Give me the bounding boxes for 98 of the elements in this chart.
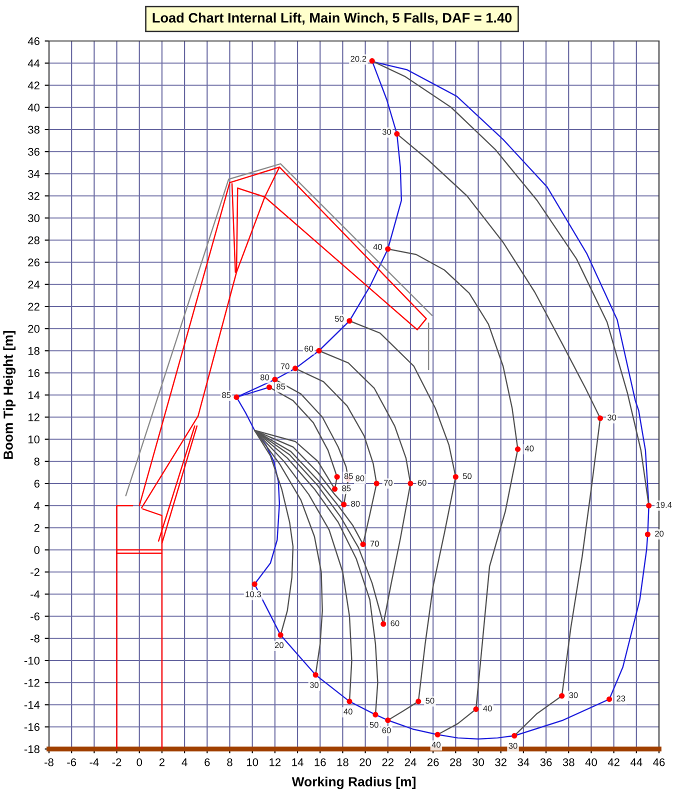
x-tick-label: -8 [44,758,54,766]
y-tick-label: 44 [28,60,40,68]
x-tick-label: 32 [495,758,506,766]
y-tick-label: 4 [34,502,40,510]
y-tick-label: -8 [30,634,40,643]
x-tick-label: 30 [472,758,484,766]
annotation: 85 [276,384,286,390]
x-tick-label: 20 [360,758,372,766]
x-tick-label: 8 [227,758,232,766]
x-tick-label: -4 [90,758,99,766]
x-tick-label: -6 [67,758,76,766]
annotation: 40 [483,706,492,712]
y-tick-label: 16 [28,369,40,378]
y-tick-label: -16 [24,723,40,732]
x-tick-label: 22 [382,758,394,766]
x-tick-label: 6 [204,758,210,766]
annotation: 85 [342,485,351,492]
y-tick-label: 0 [34,546,40,554]
x-tick-label: 44 [630,758,642,766]
annotation: 30 [569,692,578,698]
x-tick-label: 0 [136,758,142,766]
x-tick-label: 36 [540,758,552,766]
y-tick-label: 42 [28,82,40,90]
annotation: 10.3 [246,591,261,598]
annotation: 30 [382,128,392,135]
chart-title: Load Chart Internal Lift, Main Winch, 5 Falls, DAF = 1.40 [152,12,512,25]
y-tick-label: 36 [28,148,40,156]
annotation: 20 [655,530,664,537]
y-tick-label: 24 [28,280,40,288]
annotation: 50 [334,316,344,322]
annotation: 50 [462,473,472,480]
annotation: 30 [608,414,616,420]
x-tick-label: 10 [247,758,258,766]
y-tick-label: -18 [24,745,40,754]
y-tick-label: -6 [30,612,40,620]
x-tick-label: 42 [608,758,620,766]
annotation: 60 [418,480,426,486]
annotation: 60 [390,620,400,626]
x-tick-label: 34 [518,758,530,766]
annotation: 85 [344,473,353,480]
annotation: 19.4 [656,502,672,508]
x-tick-label: 24 [404,758,416,766]
annotation: 40 [432,742,441,748]
annotation: 50 [426,698,434,704]
y-tick-label: 14 [28,391,40,400]
annotation: 70 [384,480,392,486]
annotation: 70 [370,540,379,547]
annotation: 20.2 [350,56,366,62]
y-tick-label: 8 [34,458,40,466]
x-tick-label: -2 [112,758,122,766]
y-tick-label: 10 [28,436,40,444]
annotation: 50 [370,722,378,728]
y-tick-label: 18 [28,347,40,355]
annotation: 80 [351,500,360,507]
y-tick-label: 34 [28,170,40,178]
annotation: 80 [356,475,364,482]
y-tick-label: -14 [24,701,40,709]
x-tick-label: 16 [314,758,326,766]
y-tick-label: 30 [28,214,40,222]
x-tick-label: 46 [653,758,665,766]
x-tick-label: 4 [182,758,188,766]
x-tick-label: 26 [427,758,439,766]
annotation: 20 [274,642,284,648]
y-tick-label: 26 [28,258,40,266]
annotation: 70 [280,363,290,370]
x-tick-label: 18 [337,758,348,766]
y-tick-label: 2 [34,524,40,532]
y-axis-title: Boom Tip Height [m] [3,330,16,459]
y-tick-label: -10 [24,656,40,665]
y-tick-label: 12 [28,413,40,422]
x-tick-label: 14 [292,758,304,766]
y-tick-label: -12 [24,678,40,687]
annotation: 80 [260,374,270,380]
annotation: 30 [508,742,518,749]
x-axis-title: Working Radius [m] [292,776,416,790]
annotation: 40 [373,244,382,250]
annotation: 60 [382,727,391,734]
x-tick-label: 12 [270,758,281,766]
x-tick-label: 40 [585,758,597,766]
y-tick-label: 20 [28,324,40,333]
annotation: 40 [524,446,534,452]
y-tick-label: 22 [28,302,40,311]
x-tick-label: 28 [450,758,462,766]
annotation: 30 [310,682,319,688]
annotation: 85 [222,392,231,398]
y-tick-label: -2 [30,568,40,576]
y-tick-label: -4 [30,590,40,598]
y-tick-label: 46 [28,37,40,46]
annotation: 23 [616,696,626,702]
y-tick-label: 28 [28,236,40,244]
annotation: 60 [304,346,314,352]
y-tick-label: 6 [34,480,40,488]
x-tick-label: 2 [159,758,164,766]
y-tick-label: 40 [28,104,40,112]
annotation: 40 [344,708,352,714]
y-tick-label: 32 [28,192,40,200]
y-tick-label: 38 [28,126,40,134]
x-tick-label: 38 [562,758,574,766]
